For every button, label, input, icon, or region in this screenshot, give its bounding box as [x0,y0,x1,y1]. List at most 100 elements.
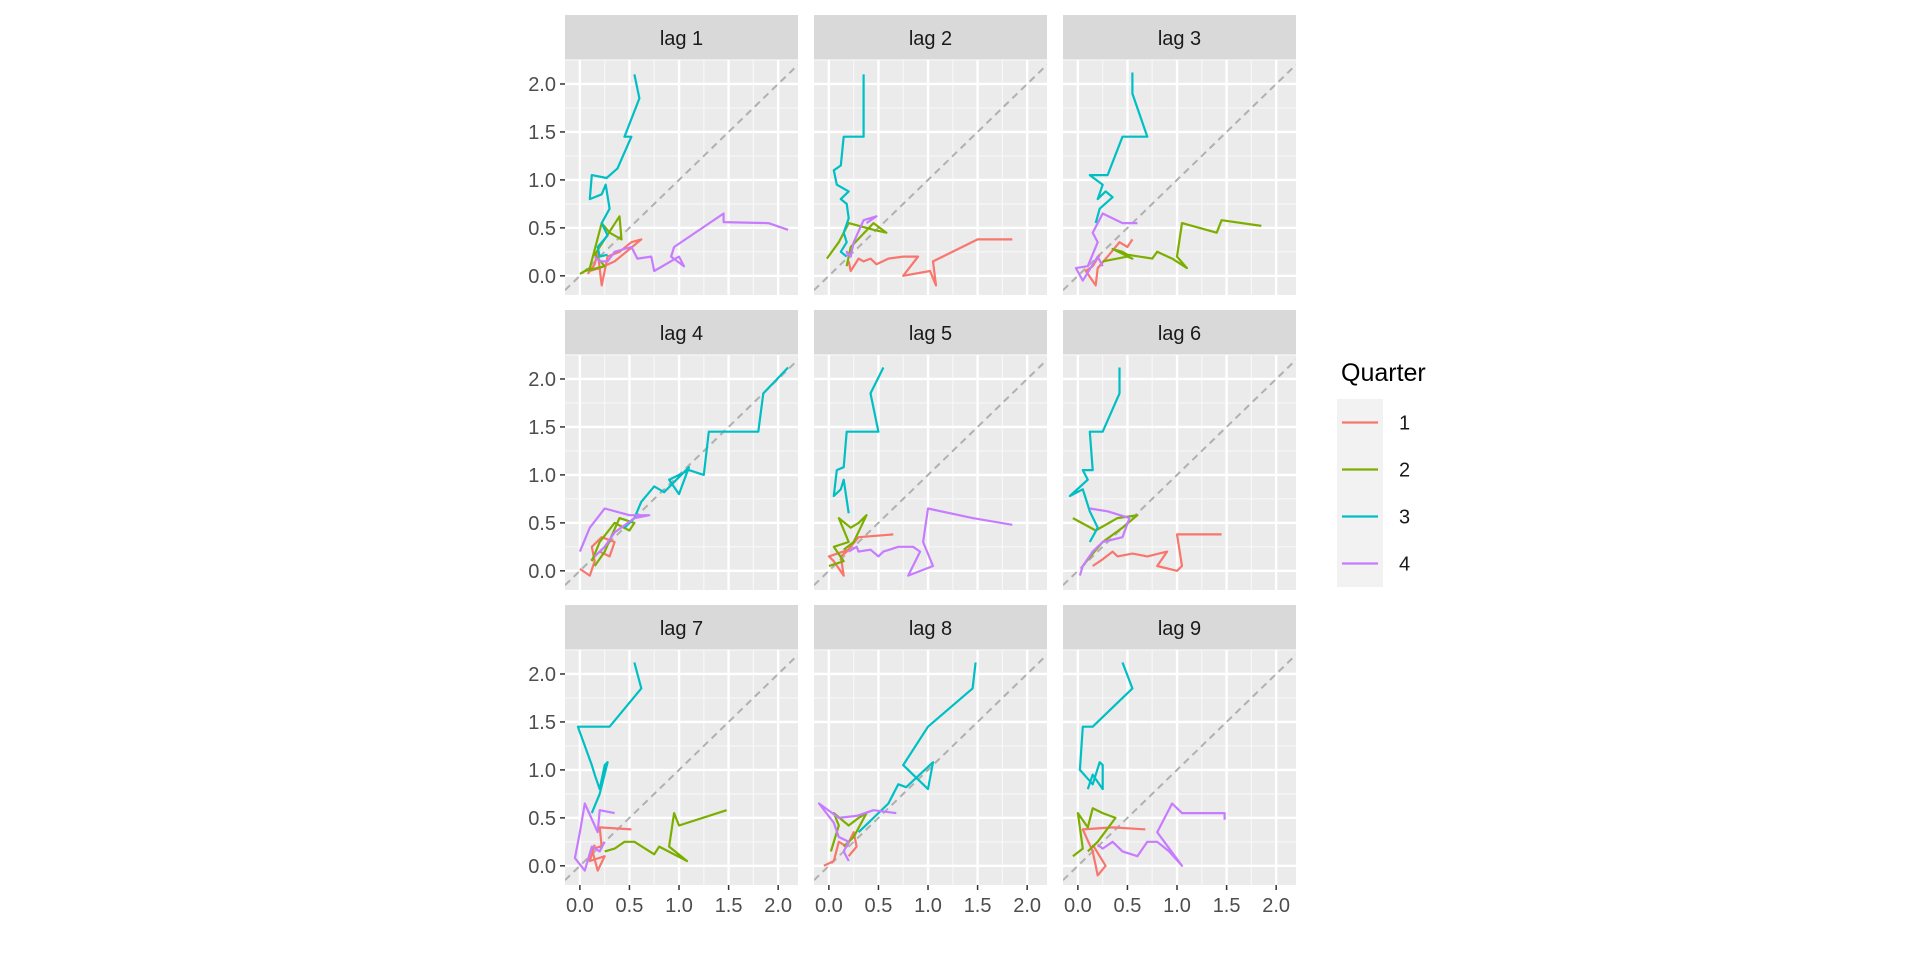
facet-strip [814,605,1047,650]
series-line-quarter-4 [845,215,878,258]
axes: 0.0 0.5 1.0 1.5 2.0 0.0 0.5 1.0 1.5 2.0 0.0 0.5 1.0 1… [528,74,1290,917]
x-tick-label: 0.5 [865,895,893,917]
y-tick-label: 2.0 [528,664,556,686]
facet-label: lag 3 [1158,28,1201,50]
series-line-quarter-2 [829,812,868,852]
x-tick-label: 1.0 [665,895,693,917]
reference-line [1063,64,1296,291]
reference-line [814,654,1047,881]
facet-panel: lag 1 [565,15,798,295]
facet-label: lag 2 [909,28,952,50]
facet-label: lag 7 [660,618,703,640]
series-line-quarter-3 [857,662,977,833]
x-tick-label: 0.0 [566,895,594,917]
x-tick-label: 2.0 [764,895,792,917]
facet-panel: lag 3 [1063,15,1296,295]
facet-label: lag 4 [660,323,703,345]
legend-title: Quarter [1341,359,1426,387]
reference-line [814,64,1047,291]
facet-strip [814,15,1047,60]
series-line-quarter-4 [1074,212,1138,282]
series-line-quarter-3 [832,367,885,514]
facet-panels: lag 1 lag 2 lag 3 lag 4 lag 5 lag 6 lag 7 lag 8… [565,15,1296,885]
facet-label: lag 1 [660,28,703,50]
series-line-quarter-1 [847,238,1013,287]
series-line-quarter-4 [1097,802,1226,867]
series-line-quarter-3 [832,74,865,258]
y-tick-label: 2.0 [528,74,556,96]
x-tick-label: 0.0 [1064,895,1092,917]
facet-strip [565,15,798,60]
facet-panel: lag 9 [1063,605,1296,885]
series-line-quarter-4 [573,802,615,872]
facet-label: lag 8 [909,618,952,640]
y-tick-label: 1.5 [528,712,556,734]
legend-label: 2 [1399,460,1410,482]
reference-line [565,64,798,291]
series-line-quarter-2 [1072,807,1117,858]
series-line-quarter-3 [1068,367,1121,543]
x-tick-label: 1.5 [1213,895,1241,917]
facet-panel: lag 4 [565,310,798,590]
series-line-quarter-4 [593,212,789,273]
facet-panel: lag 7 [565,605,798,885]
y-tick-label: 2.0 [528,369,556,391]
x-tick-label: 2.0 [1013,895,1041,917]
facet-label: lag 5 [909,323,952,345]
legend-label: 1 [1399,413,1410,435]
x-tick-label: 2.0 [1262,895,1290,917]
series-line-quarter-2 [828,514,868,568]
reference-line [1063,654,1296,881]
x-tick-label: 1.5 [715,895,743,917]
y-tick-label: 1.5 [528,417,556,439]
x-tick-label: 0.5 [1114,895,1142,917]
facet-panel: lag 2 [814,15,1047,295]
series-line-quarter-4 [1078,507,1131,576]
series-line-quarter-3 [1078,662,1134,791]
legend-label: 3 [1399,507,1410,529]
series-line-quarter-3 [623,366,789,529]
legend: Quarter 1 2 3 4 [1337,359,1426,587]
facet-strip [565,605,798,650]
y-tick-label: 0.5 [528,513,556,535]
legend-key-background [1337,399,1383,587]
facet-strip [1063,310,1296,355]
series-line-quarter-4 [578,507,651,558]
series-line-quarter-1 [827,533,894,577]
series-line-quarter-4 [817,802,897,862]
series-line-quarter-3 [588,74,641,258]
y-tick-label: 1.0 [528,465,556,487]
series-line-quarter-2 [1072,514,1139,567]
series-line-quarter-1 [579,536,616,577]
series-line-quarter-2 [604,809,727,863]
facet-strip [1063,15,1296,60]
y-tick-label: 0.5 [528,218,556,240]
legend-label: 4 [1399,554,1410,576]
y-tick-label: 0.0 [528,266,556,288]
facet-label: lag 9 [1158,618,1201,640]
facet-panel: lag 8 [814,605,1047,885]
series-line-quarter-2 [1102,219,1262,270]
facet-strip [565,310,798,355]
series-line-quarter-2 [590,517,636,567]
series-line-quarter-3 [576,662,643,814]
series-line-quarter-1 [1081,826,1146,877]
y-tick-label: 1.5 [528,122,556,144]
y-tick-label: 0.5 [528,808,556,830]
series-line-quarter-1 [1092,533,1222,572]
series-line-quarter-3 [1088,72,1149,224]
reference-line [814,359,1047,586]
series-line-quarter-1 [588,826,632,872]
facet-label: lag 6 [1158,323,1201,345]
x-tick-label: 1.5 [964,895,992,917]
facet-panel: lag 5 [814,310,1047,590]
x-tick-label: 0.0 [815,895,843,917]
y-tick-label: 1.0 [528,170,556,192]
y-tick-label: 1.0 [528,760,556,782]
y-tick-label: 0.0 [528,856,556,878]
facet-strip [814,310,1047,355]
reference-line [1063,359,1296,586]
facet-panel: lag 6 [1063,310,1296,590]
x-tick-label: 1.0 [1163,895,1191,917]
